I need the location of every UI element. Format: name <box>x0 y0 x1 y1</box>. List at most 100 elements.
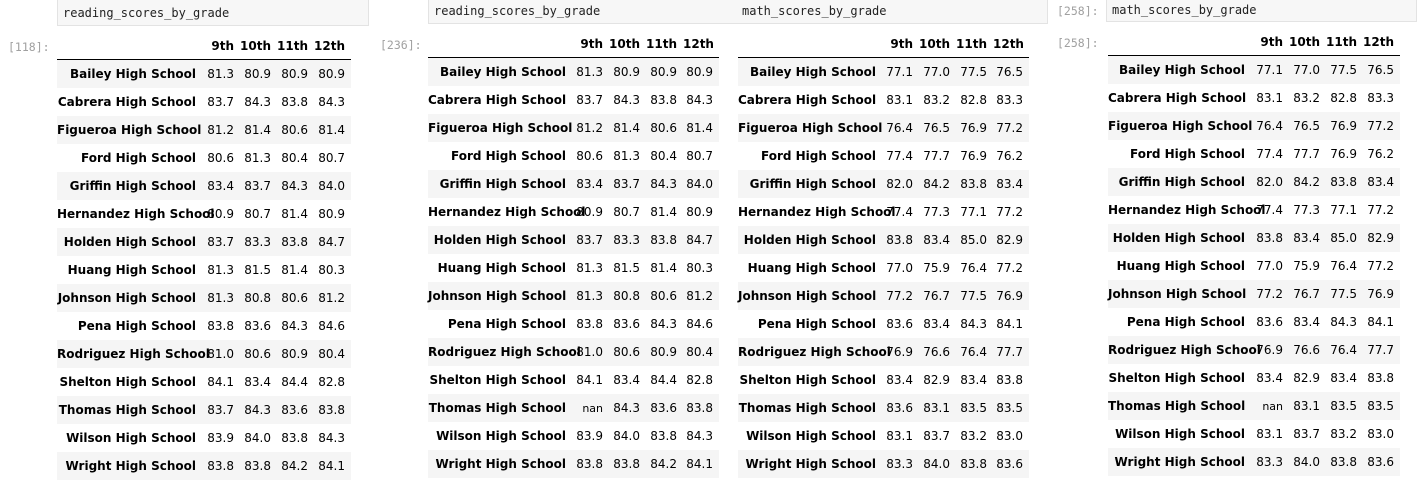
table-cell: 84.4 <box>281 375 308 389</box>
table-cell: 80.6 <box>281 123 308 137</box>
table-cell: 80.6 <box>244 347 271 361</box>
table-cell: 83.6 <box>1367 455 1394 469</box>
table-cell: 83.4 <box>1293 231 1320 245</box>
table-row: Pena High School 83.6 83.4 84.3 84.1 <box>1108 308 1400 336</box>
table-cell: 77.7 <box>923 149 950 163</box>
table-cell: 81.2 <box>318 291 345 305</box>
row-label: Johnson High School <box>1108 287 1247 301</box>
table-cell: 76.9 <box>1330 119 1357 133</box>
row-label: Thomas High School <box>738 401 876 415</box>
table-cell: 80.9 <box>686 205 713 219</box>
table-row: Holden High School 83.8 83.4 85.0 82.9 <box>1108 224 1400 252</box>
table-cell: 76.7 <box>923 289 950 303</box>
table-cell: 82.9 <box>1293 371 1320 385</box>
table-cell: 81.4 <box>613 121 640 135</box>
code-input[interactable]: math_scores_by_grade <box>1106 0 1417 22</box>
row-label: Thomas High School <box>428 401 566 415</box>
row-label: Thomas High School <box>58 403 196 417</box>
table-cell: 83.8 <box>1367 371 1394 385</box>
table-cell: 80.3 <box>318 263 345 277</box>
table-row: Griffin High School 83.4 83.7 84.3 84.0 <box>428 170 719 198</box>
table-cell: 83.4 <box>244 375 271 389</box>
table-cell: 83.4 <box>960 373 987 387</box>
table-cell: 83.8 <box>207 319 234 333</box>
table-cell: 81.3 <box>576 289 603 303</box>
table-row: Pena High School 83.8 83.6 84.3 84.6 <box>428 310 719 338</box>
table-cell: 81.3 <box>207 67 234 81</box>
table-cell: 83.8 <box>1330 175 1357 189</box>
row-label: Figueroa High School <box>738 121 883 135</box>
table-row: Wright High School 83.3 84.0 83.8 83.6 <box>1108 448 1400 476</box>
table-row: Figueroa High School 76.4 76.5 76.9 77.2 <box>1108 112 1400 140</box>
table-cell: 83.7 <box>1293 427 1320 441</box>
table-cell: 83.6 <box>244 319 271 333</box>
table-cell: 84.3 <box>1330 315 1357 329</box>
code-input[interactable]: reading_scores_by_grade <box>57 0 369 26</box>
table-cell: 85.0 <box>1330 231 1357 245</box>
table-cell: 80.9 <box>207 207 234 221</box>
table-cell: 77.2 <box>996 261 1023 275</box>
row-label: Holden High School <box>433 233 566 247</box>
table-cell: 82.9 <box>923 373 950 387</box>
table-cell: 77.0 <box>1256 259 1283 273</box>
table-cell: 77.1 <box>960 205 987 219</box>
table-cell: 77.0 <box>923 65 950 79</box>
table-cell: 80.4 <box>281 151 308 165</box>
table-cell: 77.5 <box>960 289 987 303</box>
table-cell: 83.7 <box>207 403 234 417</box>
table-row: Ford High School 77.4 77.7 76.9 76.2 <box>1108 140 1400 168</box>
code-input[interactable]: reading_scores_by_grade math_scores_by_g… <box>428 0 1048 24</box>
table-cell: 80.9 <box>650 345 677 359</box>
table-cell: 83.2 <box>1293 91 1320 105</box>
table-row: Bailey High School 81.3 80.9 80.9 80.9 <box>57 59 351 88</box>
index-header <box>1108 29 1252 56</box>
dataframe-table: 9th 10th 11th 12th Bailey High School 77.1 77.… <box>738 31 1029 478</box>
table-cell: 82.8 <box>686 373 713 387</box>
table-cell: 76.2 <box>996 149 1023 163</box>
table-cell: 84.7 <box>686 233 713 247</box>
table-cell: 83.1 <box>1256 427 1283 441</box>
table-cell: 80.6 <box>650 289 677 303</box>
table-cell: 84.1 <box>686 457 713 471</box>
table-cell: 83.4 <box>923 317 950 331</box>
output-prompt: [236]: <box>380 38 422 52</box>
table-cell: 81.4 <box>686 121 713 135</box>
table-cell: 83.4 <box>207 179 234 193</box>
table-row: Huang High School 81.3 81.5 81.4 80.3 <box>428 254 719 282</box>
column-header: 11th <box>1326 29 1363 56</box>
table-cell: 80.9 <box>613 65 640 79</box>
header-row: 9th 10th 11th 12th <box>428 31 719 58</box>
table-row: Cabrera High School 83.7 84.3 83.8 84.3 <box>428 86 719 114</box>
table-cell: 83.4 <box>996 177 1023 191</box>
table-cell: 84.0 <box>318 179 345 193</box>
table-row: Thomas High School 83.7 84.3 83.6 83.8 <box>57 396 351 424</box>
table-row: Rodriguez High School 81.0 80.6 80.9 80.4 <box>57 340 351 368</box>
table-row: Huang High School 77.0 75.9 76.4 77.2 <box>1108 252 1400 280</box>
row-label: Huang High School <box>67 263 196 277</box>
table-cell: 77.0 <box>1293 63 1320 77</box>
table-cell: 76.9 <box>960 121 987 135</box>
row-label: Shelton High School <box>429 373 566 387</box>
table-cell: 83.8 <box>281 235 308 249</box>
table-row: Ford High School 80.6 81.3 80.4 80.7 <box>57 144 351 172</box>
table-cell: 83.4 <box>1293 315 1320 329</box>
table-cell: 84.1 <box>576 373 603 387</box>
table-cell: 80.9 <box>318 207 345 221</box>
table-cell: 84.1 <box>207 375 234 389</box>
table-row: Shelton High School 84.1 83.4 84.4 82.8 <box>57 368 351 396</box>
table-cell: 77.2 <box>1367 119 1394 133</box>
table-cell: 83.7 <box>576 93 603 107</box>
table-cell: 76.6 <box>923 345 950 359</box>
table-cell: 83.6 <box>1256 315 1283 329</box>
row-label: Cabrera High School <box>57 95 196 109</box>
row-label: Shelton High School <box>59 375 196 389</box>
table-cell: 84.3 <box>686 93 713 107</box>
table-cell: 76.9 <box>996 289 1023 303</box>
table-cell: 82.9 <box>1367 231 1394 245</box>
row-label: Hernandez High School <box>738 205 896 219</box>
table-cell: 83.8 <box>576 457 603 471</box>
table-row: Johnson High School 81.3 80.8 80.6 81.2 <box>428 282 719 310</box>
index-header <box>57 33 203 60</box>
table-row: Cabrera High School 83.1 83.2 82.8 83.3 <box>1108 84 1400 112</box>
table-row: Thomas High School nan 83.1 83.5 83.5 <box>1108 392 1400 420</box>
